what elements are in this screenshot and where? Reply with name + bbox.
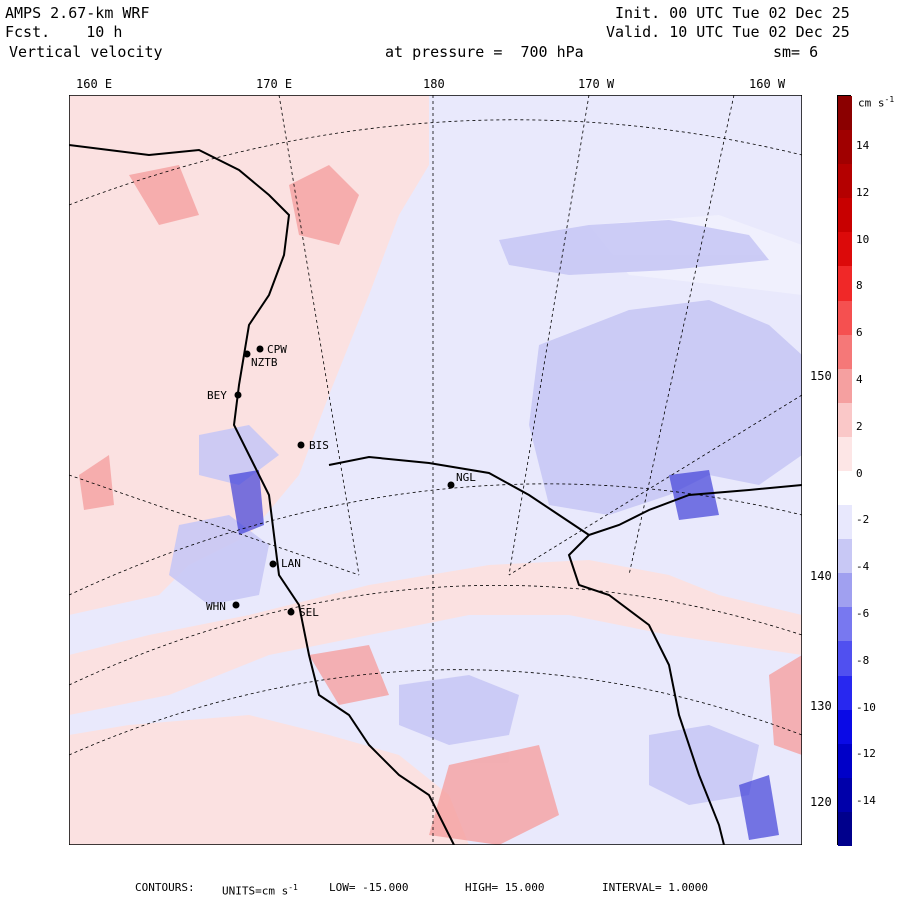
colorbar-swatch (838, 164, 852, 199)
station-dot-nztb (243, 350, 251, 358)
colorbar-swatch (838, 232, 852, 267)
colorbar-tick-label: -12 (856, 747, 876, 761)
coastline (69, 144, 802, 845)
colorbar-tick-label: 6 (856, 326, 863, 340)
colorbar-swatch (838, 96, 852, 131)
station-label-lan: LAN (281, 557, 301, 570)
colorbar-swatch (838, 709, 852, 745)
colorbar-units-text: cm s (858, 96, 885, 110)
colorbar (837, 95, 852, 847)
colorbar-tick-label: 8 (856, 279, 863, 293)
station-label-bey: BEY (207, 389, 227, 402)
colorbar-swatch (838, 130, 852, 165)
colorbar-swatch (838, 573, 852, 608)
lon-label-160w: 160 W (749, 77, 786, 91)
station-dot-bis (297, 441, 305, 449)
colorbar-tick-label: 12 (856, 185, 870, 199)
field-name: Vertical velocity (9, 43, 163, 61)
lon-label-170w: 170 W (578, 77, 615, 91)
colorbar-tick-label: 14 (856, 139, 870, 152)
forecast-hour: Fcst. 10 h (5, 23, 123, 41)
colorbar-swatch (838, 505, 852, 540)
init-time: Init. 00 UTC Tue 02 Dec 25 (615, 4, 850, 22)
model-title: AMPS 2.67-km WRF (5, 4, 150, 22)
colorbar-swatch (838, 266, 852, 302)
colorbar-swatch (838, 471, 852, 506)
footer-units: UNITS=cm s-1 (222, 882, 298, 897)
station-label-ngl: NGL (456, 471, 476, 484)
colorbar-tick-label: -14 (856, 794, 876, 808)
colorbar-swatch (838, 368, 852, 404)
colorbar-tick-label: 10 (856, 232, 870, 246)
colorbar-swatch (838, 436, 852, 472)
footer-contours-label: CONTOURS: (135, 881, 195, 894)
colorbar-units-exponent: -1 (884, 95, 895, 104)
colorbar-swatch (838, 743, 852, 779)
colorbar-swatch (838, 300, 852, 336)
colorbar-swatch (838, 811, 852, 847)
colorbar-swatch (838, 607, 852, 642)
footer-low: LOW= -15.000 (329, 881, 409, 894)
colorbar-tick-label: -6 (856, 607, 870, 620)
footer-units-exponent: -1 (288, 883, 298, 892)
station-markers (232, 345, 455, 616)
station-dot-cpw (256, 345, 264, 353)
station-dot-sel (287, 608, 295, 616)
footer-units-text: UNITS=cm s (222, 884, 289, 898)
colorbar-swatch (838, 539, 852, 574)
colorbar-units: cm s-1 (858, 94, 894, 109)
colorbar-swatch (838, 675, 852, 711)
station-label-sel: SEL (299, 606, 319, 619)
colorbar-swatch (838, 198, 852, 233)
station-dot-ngl (447, 481, 455, 489)
colorbar-tick-label: -8 (856, 653, 870, 667)
vertical-velocity-map (69, 95, 802, 845)
valid-time: Valid. 10 UTC Tue 02 Dec 25 (606, 23, 850, 41)
smoothing: sm= 6 (773, 43, 819, 61)
station-dot-whn (232, 601, 240, 609)
colorbar-swatch (838, 334, 852, 370)
station-label-cpw: CPW (267, 343, 287, 356)
station-label-nztb: NZTB (251, 356, 278, 369)
station-dot-lan (269, 560, 277, 568)
colorbar-tick-label: 2 (856, 419, 863, 433)
lon-label-160e: 160 E (76, 77, 113, 91)
station-label-whn: WHN (206, 600, 226, 613)
strong-positive-patches (79, 165, 802, 845)
footer-high: HIGH= 15.000 (465, 881, 545, 894)
colorbar-tick-label: -4 (856, 560, 870, 574)
station-dot-bey (234, 391, 242, 399)
lon-label-180: 180 (423, 77, 445, 91)
colorbar-tick-label: -10 (856, 700, 876, 714)
colorbar-tick-label: 0 (856, 466, 863, 480)
colorbar-swatch (838, 777, 852, 813)
colorbar-swatch (838, 402, 852, 438)
station-label-bis: BIS (309, 439, 329, 452)
lon-label-170e: 170 E (256, 77, 293, 91)
pressure-level: at pressure = 700 hPa (385, 43, 584, 61)
colorbar-tick-label: 4 (856, 373, 863, 386)
colorbar-swatch (838, 641, 852, 677)
footer-interval: INTERVAL= 1.0000 (602, 881, 708, 894)
colorbar-tick-label: -2 (856, 513, 870, 527)
